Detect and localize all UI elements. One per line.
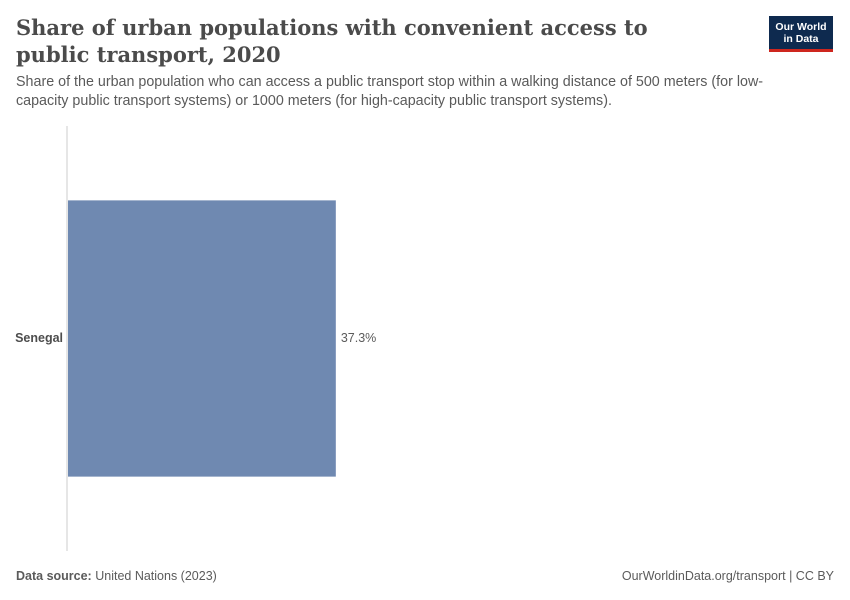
bar-senegal[interactable] (68, 200, 336, 477)
chart-subtitle: Share of the urban population who can ac… (16, 74, 764, 109)
data-source: Data source: United Nations (2023) (16, 569, 217, 583)
data-source-value[interactable]: United Nations (2023) (95, 569, 217, 583)
logo-line-2: in Data (783, 32, 819, 45)
footer-link[interactable]: OurWorldinData.org/transport | CC BY (621, 569, 834, 583)
owid-logo[interactable]: Our World in Data (769, 16, 833, 52)
value-label: 37.3% (341, 331, 376, 345)
data-source-label: Data source: (16, 569, 92, 583)
category-label: Senegal (15, 331, 63, 345)
logo-line-1: Our World (775, 20, 827, 33)
chart-title: Share of urban populations with convenie… (16, 15, 648, 67)
